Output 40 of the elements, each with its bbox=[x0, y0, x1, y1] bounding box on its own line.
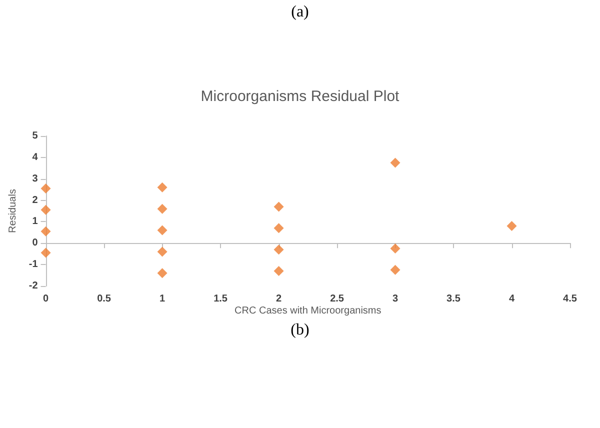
y-tick-label: -2 bbox=[28, 280, 38, 292]
point bbox=[390, 244, 400, 254]
y-tick-label: 2 bbox=[32, 194, 38, 206]
text: (b) bbox=[290, 322, 310, 338]
x-tick-label: 4.5 bbox=[563, 294, 578, 304]
x-tick-label: 4 bbox=[508, 294, 515, 304]
point bbox=[506, 221, 517, 231]
x-tick-label: 1 bbox=[160, 294, 166, 304]
x-tick-label: 2 bbox=[276, 294, 282, 304]
x-tick-label: 3 bbox=[392, 294, 398, 304]
point bbox=[157, 225, 168, 236]
point bbox=[157, 182, 168, 192]
point bbox=[157, 246, 168, 257]
point bbox=[40, 226, 51, 236]
point bbox=[390, 264, 400, 275]
x-tick-label: 0.5 bbox=[97, 294, 112, 304]
point bbox=[274, 244, 284, 255]
y-tick-label: 0 bbox=[32, 238, 38, 249]
x-axis-title: CRC Cases with Microorganisms bbox=[234, 306, 382, 316]
y-axis-title: Residuals bbox=[8, 189, 18, 233]
chart-title: Microorganisms Residual Plot bbox=[200, 88, 400, 105]
point bbox=[274, 266, 284, 276]
point bbox=[274, 202, 284, 212]
point bbox=[40, 184, 51, 194]
point bbox=[274, 223, 284, 234]
y-tick-label: 5 bbox=[32, 130, 38, 142]
point bbox=[390, 158, 400, 168]
y-tick-label: 1 bbox=[32, 216, 38, 228]
y-tick-label: 4 bbox=[32, 152, 38, 163]
y-tick-label: -1 bbox=[28, 259, 38, 270]
point bbox=[40, 248, 51, 258]
y-tick-label: 3 bbox=[32, 173, 38, 184]
x-tick-label: 2.5 bbox=[330, 294, 344, 304]
point bbox=[157, 204, 168, 214]
point bbox=[157, 268, 168, 278]
x-tick-label: 1.5 bbox=[214, 294, 228, 304]
x-tick-label: 3.5 bbox=[446, 294, 461, 304]
x-tick-label: 0 bbox=[43, 294, 50, 304]
text: (a) bbox=[291, 4, 309, 20]
point bbox=[40, 204, 51, 215]
